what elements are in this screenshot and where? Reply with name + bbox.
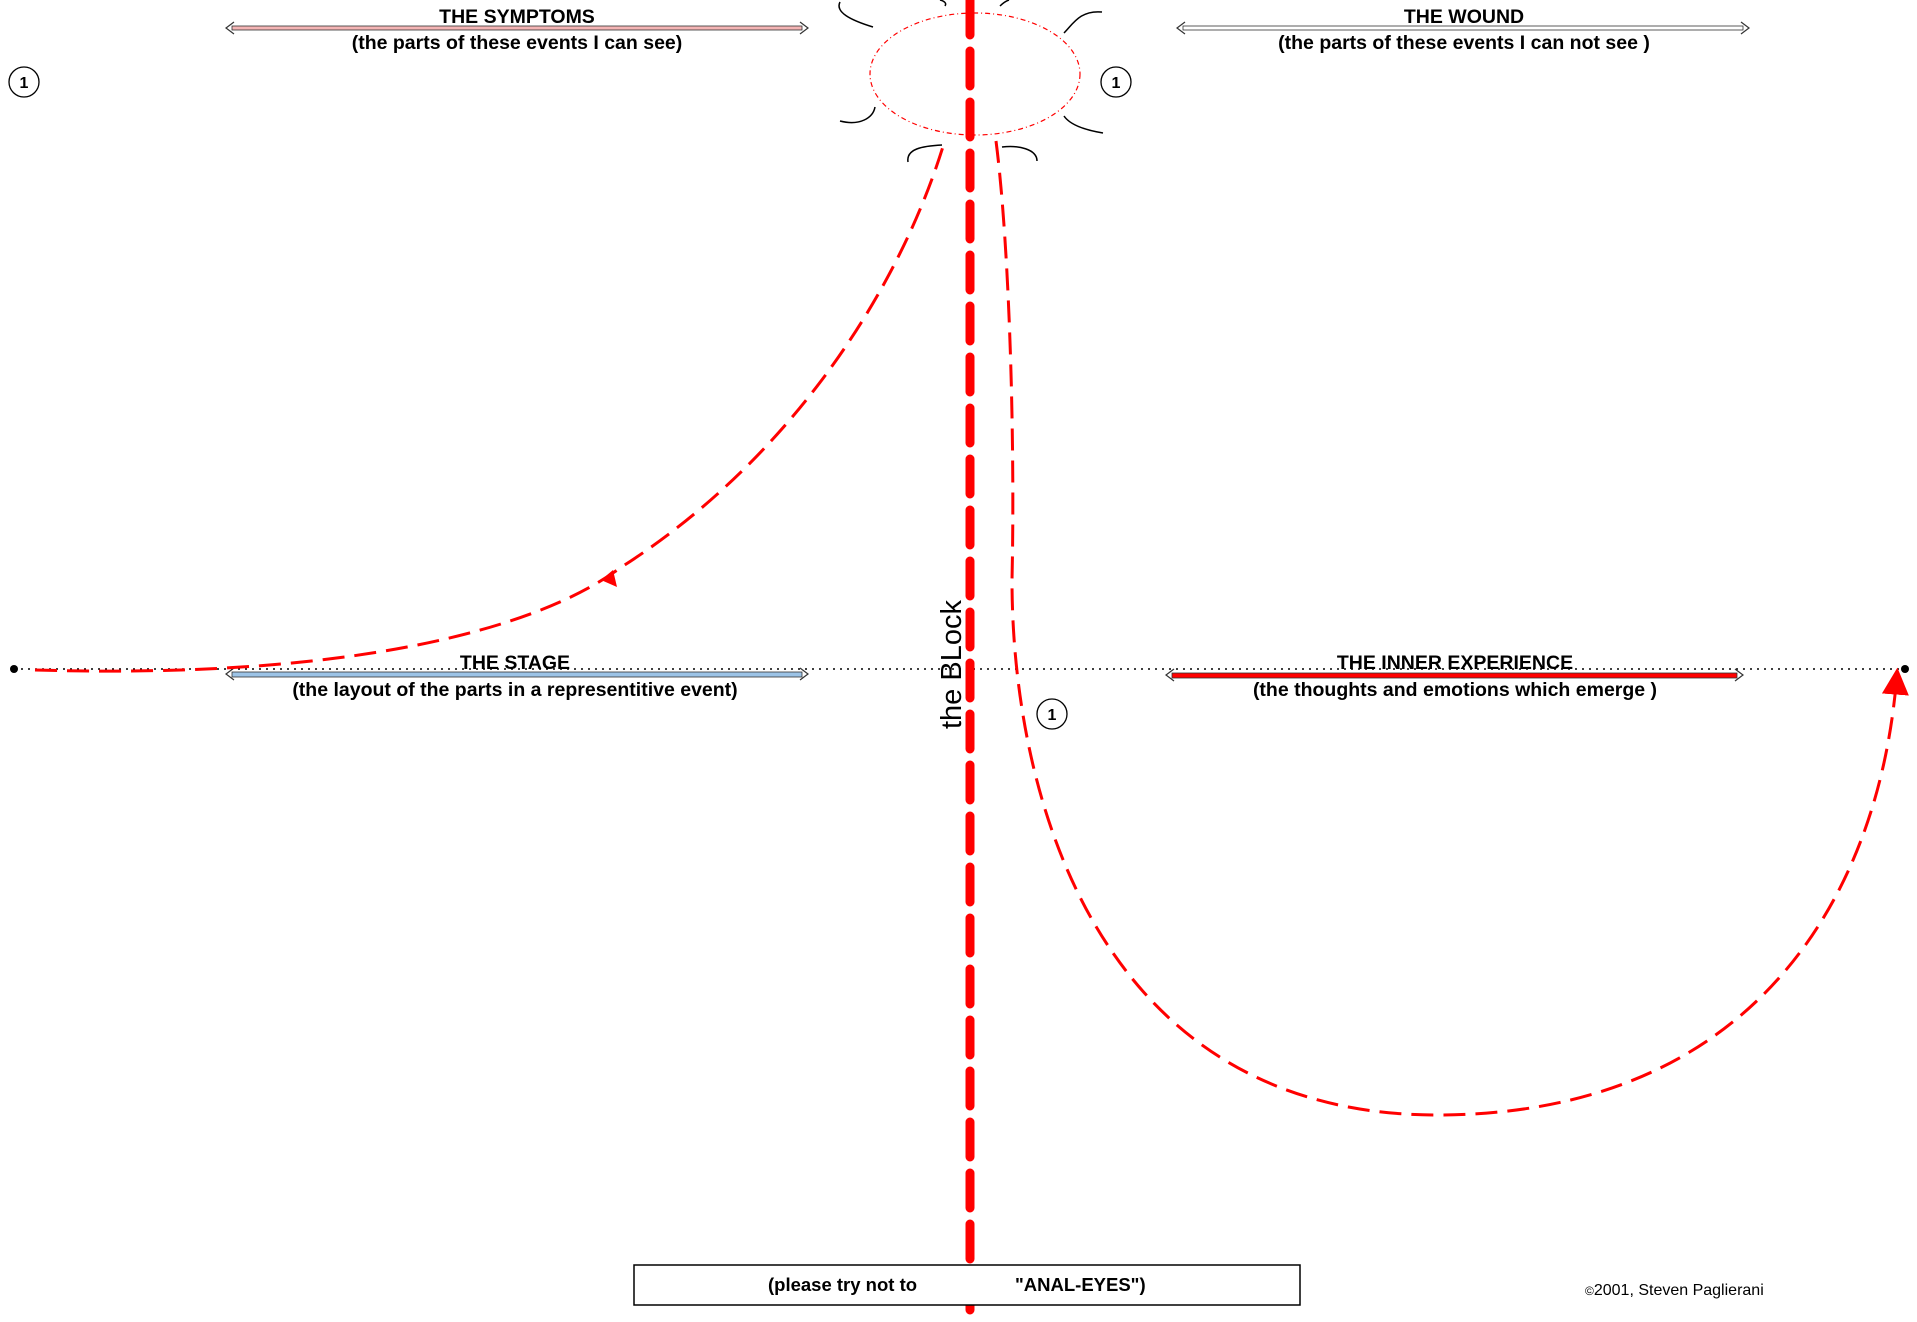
curve-wound-to-inner: [994, 140, 1909, 1117]
wound-subtitle: (the parts of these events I can not see…: [1278, 32, 1650, 54]
curve-stage-to-symptoms: [34, 139, 947, 673]
inner-subtitle: (the thoughts and emotions which emerge …: [1253, 679, 1657, 701]
copyright-text: ©2001, Steven Paglierani: [1585, 1282, 1764, 1299]
bottom-note-part2: "ANAL-EYES"): [1015, 1274, 1146, 1295]
bottom-note-part1: (please try not to: [768, 1274, 917, 1295]
axis-right-endpoint: [1901, 665, 1909, 673]
symptoms-subtitle: (the parts of these events I can see): [352, 32, 683, 54]
wound-sun-ellipse: [869, 12, 1081, 136]
stage-range-arrow: [225, 667, 809, 681]
copyright-symbol: ©: [1585, 1284, 1594, 1298]
inner-range-arrow: [1165, 668, 1744, 682]
stage-title: THE STAGE: [460, 652, 570, 674]
symptoms-range-arrow: [225, 21, 809, 35]
curve-arrowhead-stage: [601, 570, 617, 587]
marker-1-wound: 1: [1100, 66, 1132, 98]
symptoms-title: THE SYMPTOMS: [439, 6, 595, 28]
wound-title: THE WOUND: [1404, 6, 1524, 28]
sun-rays: [838, 0, 1104, 163]
axis-left-endpoint: [10, 665, 18, 673]
stage-subtitle: (the layout of the parts in a representi…: [292, 679, 737, 701]
svg-text:1: 1: [20, 75, 29, 92]
bottom-note-box: [633, 1264, 1301, 1306]
copyright-body: 2001, Steven Paglierani: [1594, 1282, 1764, 1299]
svg-text:1: 1: [1112, 75, 1121, 92]
inner-title: THE INNER EXPERIENCE: [1337, 652, 1573, 674]
svg-text:1: 1: [1048, 707, 1057, 724]
block-label: the BLock: [936, 600, 968, 729]
marker-1-symptoms: 1: [8, 66, 40, 98]
marker-1-inner: 1: [1036, 698, 1068, 730]
wound-range-arrow: [1176, 21, 1750, 35]
